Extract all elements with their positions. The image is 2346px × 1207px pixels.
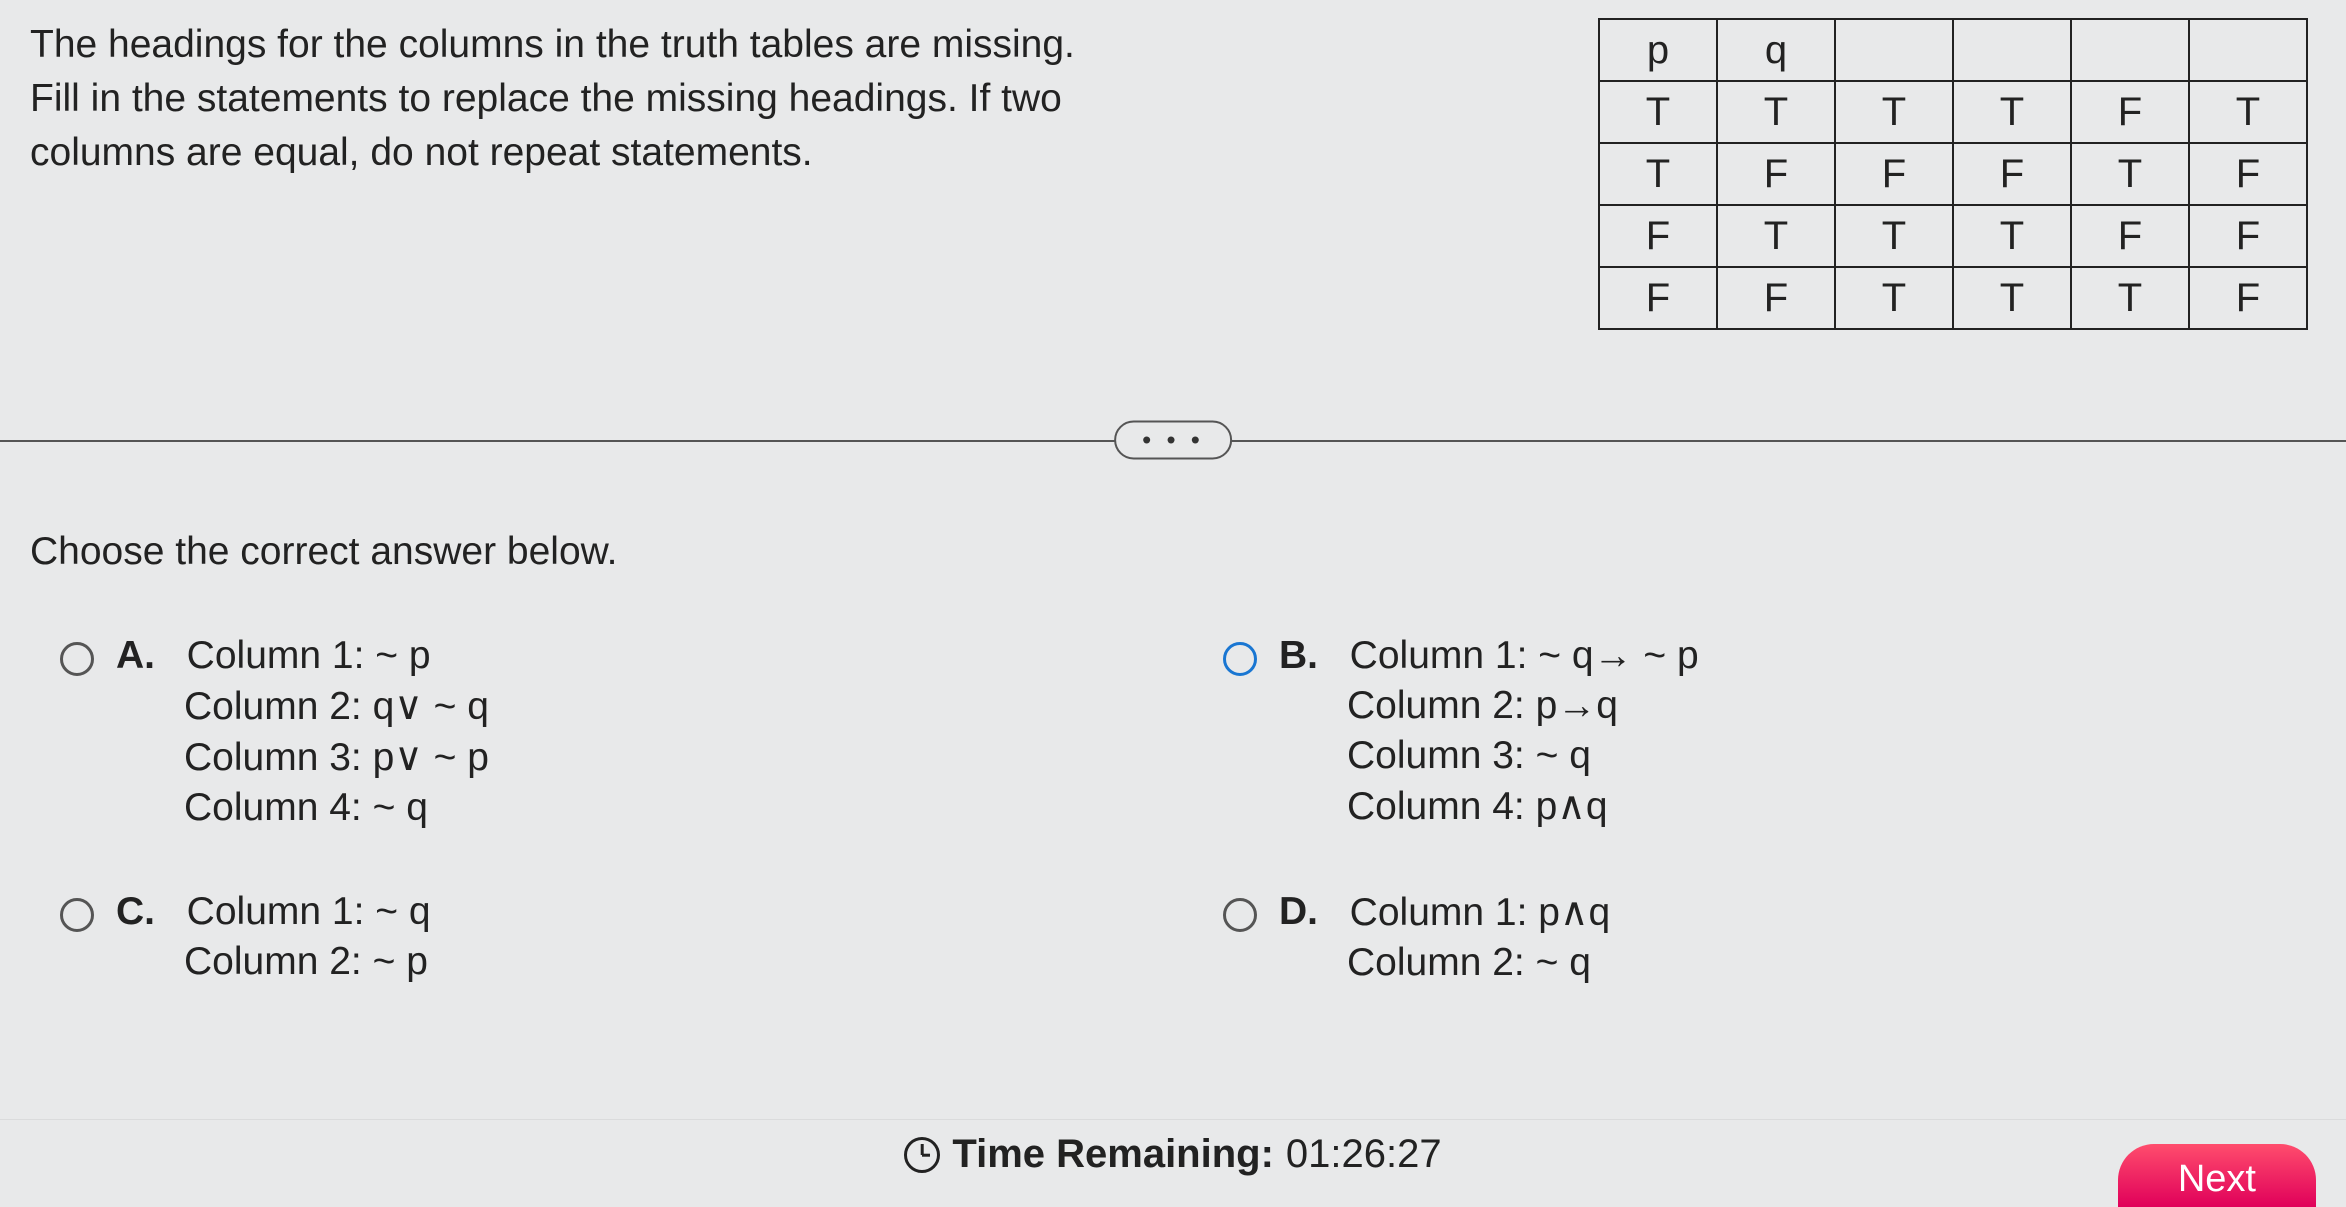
table-cell: q xyxy=(1717,19,1835,81)
table-cell: T xyxy=(1953,205,2071,267)
table-cell: F xyxy=(1599,267,1717,329)
table-cell: T xyxy=(1835,267,1953,329)
table-cell: T xyxy=(1717,81,1835,143)
table-cell: T xyxy=(1599,143,1717,205)
table-cell: F xyxy=(2071,81,2189,143)
option-lines: A. Column 1: ~ p Column 2: q∨ ~ q Column 3… xyxy=(116,634,489,830)
table-cell: T xyxy=(2071,267,2189,329)
option-line: Column 1: ~ p xyxy=(165,634,431,678)
question-text: The headings for the columns in the trut… xyxy=(30,18,1130,179)
table-cell: T xyxy=(1835,205,1953,267)
next-button[interactable]: Next xyxy=(2118,1144,2316,1207)
option-label: D. xyxy=(1279,890,1318,935)
table-cell: T xyxy=(1953,267,2071,329)
option-label: B. xyxy=(1279,634,1318,678)
radio-c[interactable] xyxy=(60,898,94,932)
option-line: Column 3: p∨ ~ p xyxy=(116,735,489,780)
section-divider: • • • xyxy=(0,420,2346,460)
option-lines: B. Column 1: ~ q→ ~ p Column 2: p→q Column… xyxy=(1279,634,1699,829)
table-cell xyxy=(2189,19,2307,81)
option-line: Column 4: ~ q xyxy=(116,786,489,830)
option-c[interactable]: C. Column 1: ~ q Column 2: ~ p xyxy=(60,890,1143,985)
table-cell: T xyxy=(1953,81,2071,143)
option-line: Column 4: p∧q xyxy=(1279,784,1699,829)
table-cell: F xyxy=(2071,205,2189,267)
table-cell: p xyxy=(1599,19,1717,81)
choose-prompt: Choose the correct answer below. xyxy=(0,460,2346,574)
option-label: C. xyxy=(116,890,155,934)
option-a[interactable]: A. Column 1: ~ p Column 2: q∨ ~ q Column 3… xyxy=(60,634,1143,830)
option-line: Column 2: ~ q xyxy=(1279,941,1610,985)
table-cell: F xyxy=(2189,143,2307,205)
radio-b[interactable] xyxy=(1223,642,1257,676)
timer-value: 01:26:27 xyxy=(1286,1132,1442,1177)
table-cell: T xyxy=(2189,81,2307,143)
table-cell: F xyxy=(2189,267,2307,329)
option-line: Column 1: p∧q xyxy=(1328,890,1610,935)
table-cell: F xyxy=(1717,143,1835,205)
divider-dots[interactable]: • • • xyxy=(1114,421,1232,460)
table-cell xyxy=(1835,19,1953,81)
option-lines: D. Column 1: p∧q Column 2: ~ q xyxy=(1279,890,1610,985)
table-cell: T xyxy=(1599,81,1717,143)
table-cell: T xyxy=(1717,205,1835,267)
footer-bar: Time Remaining: 01:26:27 xyxy=(0,1119,2346,1189)
option-line: Column 3: ~ q xyxy=(1279,734,1699,778)
table-cell xyxy=(2071,19,2189,81)
option-line: Column 2: p→q xyxy=(1279,684,1699,728)
option-line: Column 1: ~ q xyxy=(165,890,431,934)
option-line: Column 2: q∨ ~ q xyxy=(116,684,489,729)
table-cell: F xyxy=(2189,205,2307,267)
table-cell: F xyxy=(1717,267,1835,329)
option-line: Column 1: ~ q→ ~ p xyxy=(1328,634,1699,678)
table-cell: F xyxy=(1953,143,2071,205)
option-label: A. xyxy=(116,634,155,678)
option-d[interactable]: D. Column 1: p∧q Column 2: ~ q xyxy=(1223,890,2306,985)
table-cell: F xyxy=(1835,143,1953,205)
table-cell: T xyxy=(2071,143,2189,205)
clock-icon xyxy=(904,1137,940,1173)
table-cell xyxy=(1953,19,2071,81)
table-cell: F xyxy=(1599,205,1717,267)
timer-label: Time Remaining: xyxy=(952,1132,1274,1177)
option-lines: C. Column 1: ~ q Column 2: ~ p xyxy=(116,890,431,984)
radio-a[interactable] xyxy=(60,642,94,676)
option-b[interactable]: B. Column 1: ~ q→ ~ p Column 2: p→q Column… xyxy=(1223,634,2306,830)
option-line: Column 2: ~ p xyxy=(116,940,431,984)
table-cell: T xyxy=(1835,81,1953,143)
truth-table: pqTTTTFTTFFFTFFTTTFFFFTTTF xyxy=(1598,18,2308,330)
radio-d[interactable] xyxy=(1223,898,1257,932)
